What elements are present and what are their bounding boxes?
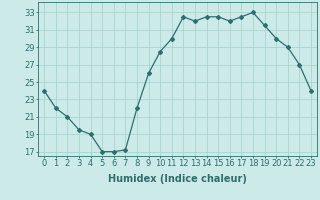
X-axis label: Humidex (Indice chaleur): Humidex (Indice chaleur): [108, 174, 247, 184]
